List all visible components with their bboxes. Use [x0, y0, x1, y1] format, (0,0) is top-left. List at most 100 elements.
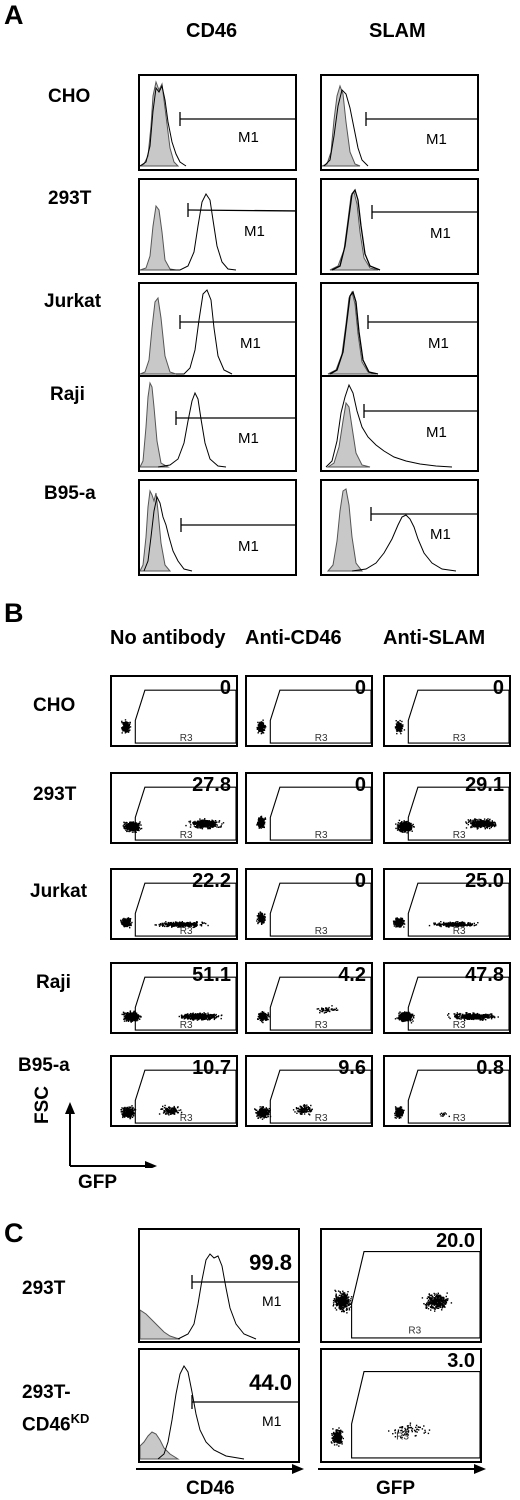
gate-percentage: 0 — [220, 677, 231, 700]
histogram-svg: M1 — [322, 377, 477, 470]
dot-plot-jurkat-no-antibody: R3 22.2 — [110, 868, 238, 940]
histogram-value-293t: 99.8 — [249, 1250, 292, 1276]
histogram-jurkat-cd46: M1 — [138, 282, 297, 379]
r3-label: R3 — [453, 926, 466, 937]
panel-b-col-anti-cd46: Anti-CD46 — [245, 627, 342, 650]
histogram-293t-cd46: M1 — [138, 178, 297, 275]
r3-label: R3 — [180, 1020, 193, 1031]
m1-label: M1 — [430, 526, 451, 543]
m1-label: M1 — [430, 225, 451, 242]
r3-label: R3 — [315, 1113, 328, 1124]
panel-a-row-cho: CHO — [48, 86, 90, 108]
r3-label: R3 — [315, 830, 328, 841]
gate-percentage: 3.0 — [447, 1350, 475, 1373]
dot-plot-svg: R3 — [112, 677, 236, 745]
dot-plot-jurkat-anti-slam: R3 25.0 — [383, 868, 511, 940]
r3-label: R3 — [408, 1325, 421, 1336]
r3-label: R3 — [180, 830, 193, 841]
r3-gate — [352, 1372, 480, 1458]
panel-a-col-cd46: CD46 — [186, 20, 237, 43]
dot-plot-cho-anti-slam: R3 0 — [383, 675, 511, 747]
gate-percentage: 4.2 — [338, 964, 366, 987]
r3-label: R3 — [315, 1020, 328, 1031]
dot-plot-svg: R3 — [247, 774, 371, 842]
histogram-svg: M1 — [322, 76, 477, 169]
histogram-svg: M1 — [140, 377, 295, 470]
row-label-base: CD46 — [22, 1414, 71, 1435]
panel-c-row-293t: 293T — [22, 1278, 65, 1300]
panel-a-col-slam: SLAM — [369, 20, 426, 43]
panel-a-row-293t: 293T — [48, 188, 91, 210]
histogram-293t-cd46-c: M1 99.8 — [138, 1228, 300, 1343]
panel-b-row-cho: CHO — [33, 695, 75, 717]
cd46-axis-arrow — [136, 1462, 306, 1476]
gate-percentage: 20.0 — [436, 1230, 475, 1253]
dot-plot-raji-no-antibody: R3 51.1 — [110, 962, 238, 1034]
histogram-b95a-cd46: M1 — [138, 479, 297, 576]
m1-label: M1 — [240, 335, 261, 352]
cd46-axis-label: CD46 — [186, 1478, 235, 1500]
histogram-b95a-slam: M1 — [320, 479, 479, 576]
histogram-raji-slam: M1 — [320, 375, 479, 472]
histogram-svg: M1 — [140, 76, 295, 169]
dot-plot-293t-anti-cd46: R3 0 — [245, 772, 373, 844]
m1-label: M1 — [238, 430, 259, 447]
m1-label: M1 — [238, 538, 259, 555]
fsc-gfp-axes — [60, 1100, 160, 1168]
panel-c-letter: C — [4, 1218, 24, 1249]
gate-percentage: 29.1 — [465, 774, 504, 797]
r3-label: R3 — [396, 1431, 409, 1442]
histogram-value-293t-cd46kd: 44.0 — [249, 1370, 292, 1396]
dot-plot-svg: R3 — [385, 677, 509, 745]
histogram-cho-slam: M1 — [320, 74, 479, 171]
panel-a-row-b95a: B95-a — [44, 483, 96, 505]
dot-plot-293t-anti-slam: R3 29.1 — [383, 772, 511, 844]
r3-label: R3 — [453, 1020, 466, 1031]
gate-percentage: 0.8 — [476, 1057, 504, 1080]
r3-label: R3 — [315, 733, 328, 744]
gate-percentage: 27.8 — [192, 774, 231, 797]
histogram-jurkat-slam: M1 — [320, 282, 479, 379]
m1-label: M1 — [428, 335, 449, 352]
gate-percentage: 0 — [493, 677, 504, 700]
dot-plot-svg: R3 — [247, 870, 371, 938]
row-label-superscript: KD — [71, 1411, 90, 1426]
gate-percentage: 0 — [355, 774, 366, 797]
m1-label: M1 — [426, 131, 447, 148]
histogram-293t-cd46kd-c: M1 44.0 — [138, 1348, 300, 1463]
histogram-293t-slam: M1 — [320, 178, 479, 275]
gfp-axis-label: GFP — [78, 1172, 117, 1194]
m1-label: M1 — [244, 223, 265, 240]
gate-percentage: 22.2 — [192, 870, 231, 893]
gate-percentage: 0 — [355, 870, 366, 893]
m1-label: M1 — [262, 1413, 282, 1429]
r3-label: R3 — [315, 926, 328, 937]
histogram-svg: M1 — [322, 284, 477, 377]
panel-b-row-b95a: B95-a — [18, 1055, 70, 1077]
histogram-svg: M1 — [140, 1230, 298, 1341]
r3-label: R3 — [180, 1113, 193, 1124]
r3-label: R3 — [180, 926, 193, 937]
dot-plot-svg: R3 — [247, 677, 371, 745]
panel-b-col-no-antibody: No antibody — [110, 627, 226, 650]
dot-plot-293t-cd46kd-gfp: R3 3.0 — [320, 1348, 482, 1463]
gfp-axis-arrow — [318, 1462, 488, 1476]
panel-b-row-293t: 293T — [33, 784, 76, 806]
gate-percentage: 25.0 — [465, 870, 504, 893]
r3-label: R3 — [453, 830, 466, 841]
panel-b-col-anti-slam: Anti-SLAM — [383, 627, 485, 650]
dot-plot-293t-gfp: R3 20.0 — [320, 1228, 482, 1343]
gate-percentage: 51.1 — [192, 964, 231, 987]
r3-label: R3 — [453, 1113, 466, 1124]
panel-c-row-293t-cd46kd: 293T- CD46KD — [22, 1380, 89, 1438]
panel-a-letter: A — [4, 0, 24, 31]
gfp-axis-label-c: GFP — [376, 1478, 415, 1500]
histogram-svg: M1 — [322, 180, 477, 273]
r3-label: R3 — [453, 733, 466, 744]
histogram-cho-cd46: M1 — [138, 74, 297, 171]
dot-plot-293t-no-antibody: R3 27.8 — [110, 772, 238, 844]
m1-label: M1 — [238, 129, 259, 146]
